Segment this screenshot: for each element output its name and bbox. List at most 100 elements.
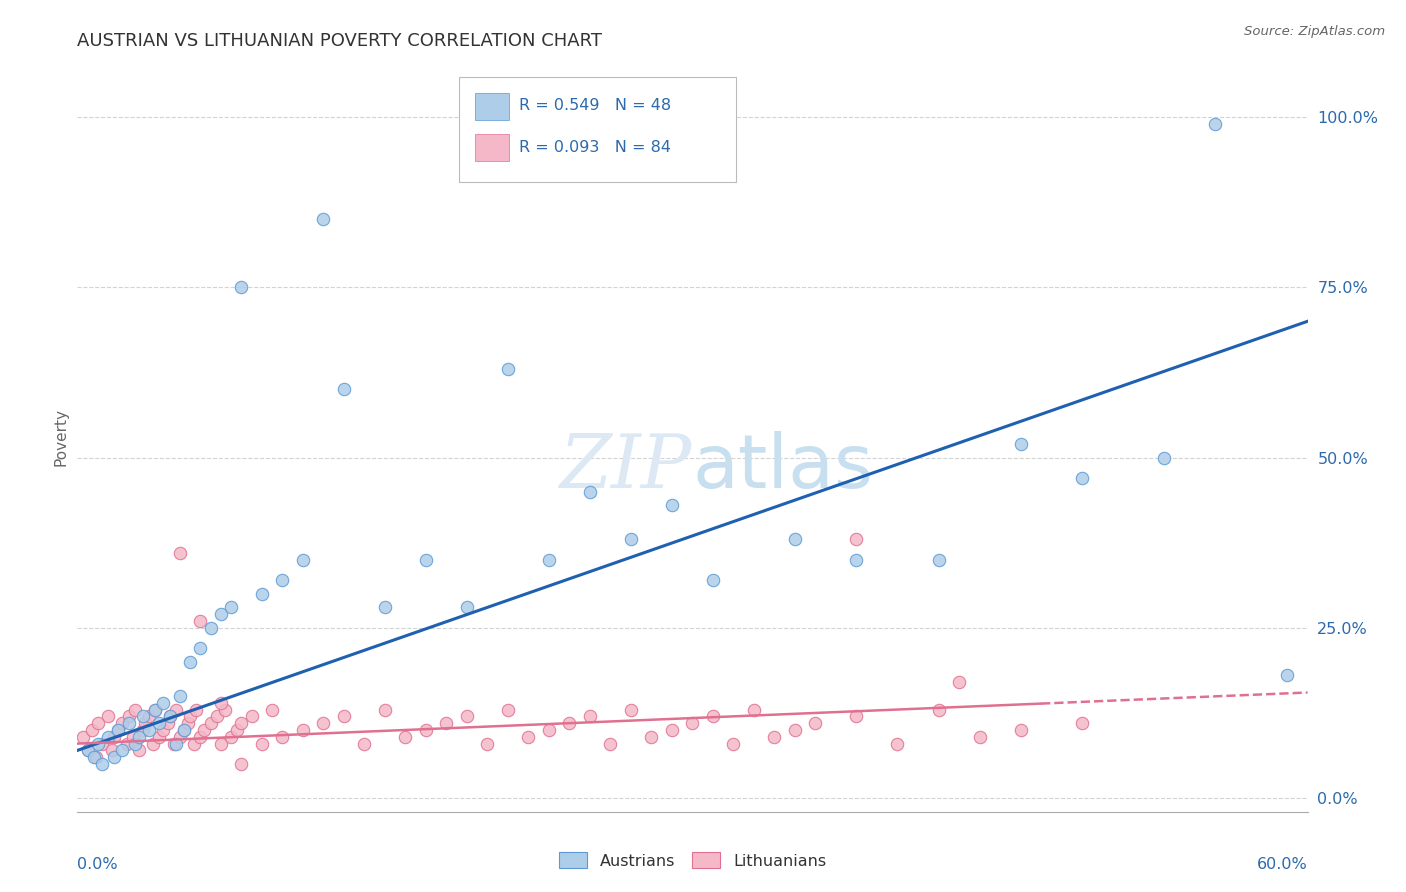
- Point: [1071, 716, 1094, 731]
- Point: [537, 723, 560, 737]
- Point: [682, 716, 704, 731]
- Point: [183, 737, 205, 751]
- Point: [1010, 723, 1032, 737]
- Point: [219, 730, 242, 744]
- Point: [231, 280, 253, 294]
- Point: [845, 552, 868, 566]
- Point: [169, 689, 191, 703]
- Point: [1204, 117, 1226, 131]
- Point: [205, 709, 228, 723]
- Point: [579, 709, 602, 723]
- Point: [107, 723, 129, 737]
- Point: [262, 702, 284, 716]
- Point: [84, 750, 107, 764]
- Point: [415, 723, 437, 737]
- Point: [436, 716, 458, 731]
- Point: [103, 730, 125, 744]
- Point: [115, 737, 138, 751]
- Point: [231, 757, 253, 772]
- Point: [333, 383, 356, 397]
- Point: [209, 607, 232, 622]
- Point: [163, 737, 186, 751]
- FancyBboxPatch shape: [475, 135, 509, 161]
- Point: [165, 702, 187, 716]
- Point: [599, 737, 621, 751]
- Point: [200, 716, 222, 731]
- Point: [456, 709, 478, 723]
- Point: [101, 743, 124, 757]
- Point: [1153, 450, 1175, 465]
- Point: [128, 743, 150, 757]
- Point: [76, 743, 98, 757]
- Point: [128, 730, 150, 744]
- Point: [177, 716, 200, 731]
- Point: [80, 723, 103, 737]
- Point: [250, 587, 273, 601]
- Text: Source: ZipAtlas.com: Source: ZipAtlas.com: [1244, 25, 1385, 38]
- Point: [90, 737, 114, 751]
- Point: [111, 716, 134, 731]
- Point: [374, 702, 396, 716]
- Point: [312, 716, 335, 731]
- Point: [152, 696, 174, 710]
- Point: [456, 600, 478, 615]
- Point: [107, 723, 129, 737]
- Point: [537, 552, 560, 566]
- Text: 0.0%: 0.0%: [77, 856, 118, 871]
- Point: [132, 709, 155, 723]
- Point: [138, 709, 160, 723]
- Point: [209, 696, 232, 710]
- Point: [209, 737, 232, 751]
- Point: [134, 716, 156, 731]
- Point: [496, 362, 519, 376]
- Point: [179, 655, 201, 669]
- Point: [214, 702, 236, 716]
- Point: [517, 730, 540, 744]
- Point: [156, 716, 179, 731]
- Point: [103, 750, 125, 764]
- Point: [179, 709, 201, 723]
- Point: [165, 737, 187, 751]
- Point: [169, 546, 191, 560]
- Point: [148, 730, 170, 744]
- Text: ZIP: ZIP: [560, 431, 693, 503]
- Point: [186, 702, 208, 716]
- Point: [250, 737, 273, 751]
- Y-axis label: Poverty: Poverty: [53, 408, 69, 467]
- Point: [87, 716, 110, 731]
- Point: [72, 730, 94, 744]
- Point: [783, 533, 806, 547]
- Point: [928, 552, 950, 566]
- Point: [374, 600, 396, 615]
- Point: [188, 641, 212, 656]
- Point: [496, 702, 519, 716]
- Point: [845, 709, 868, 723]
- Point: [271, 573, 294, 587]
- Point: [702, 573, 724, 587]
- Point: [783, 723, 806, 737]
- Point: [87, 737, 110, 751]
- Point: [231, 716, 253, 731]
- Point: [159, 709, 181, 723]
- Point: [763, 730, 786, 744]
- Point: [291, 723, 314, 737]
- Point: [620, 533, 643, 547]
- Point: [845, 533, 868, 547]
- Point: [138, 723, 160, 737]
- Point: [291, 552, 314, 566]
- Point: [132, 723, 155, 737]
- Point: [97, 709, 120, 723]
- Point: [111, 743, 134, 757]
- Point: [188, 614, 212, 628]
- Point: [948, 675, 970, 690]
- Point: [477, 737, 499, 751]
- Point: [333, 709, 356, 723]
- Point: [188, 730, 212, 744]
- Point: [76, 743, 98, 757]
- Point: [200, 621, 222, 635]
- Point: [928, 702, 950, 716]
- Point: [148, 716, 170, 731]
- Point: [173, 723, 195, 737]
- Point: [661, 723, 683, 737]
- Point: [312, 212, 335, 227]
